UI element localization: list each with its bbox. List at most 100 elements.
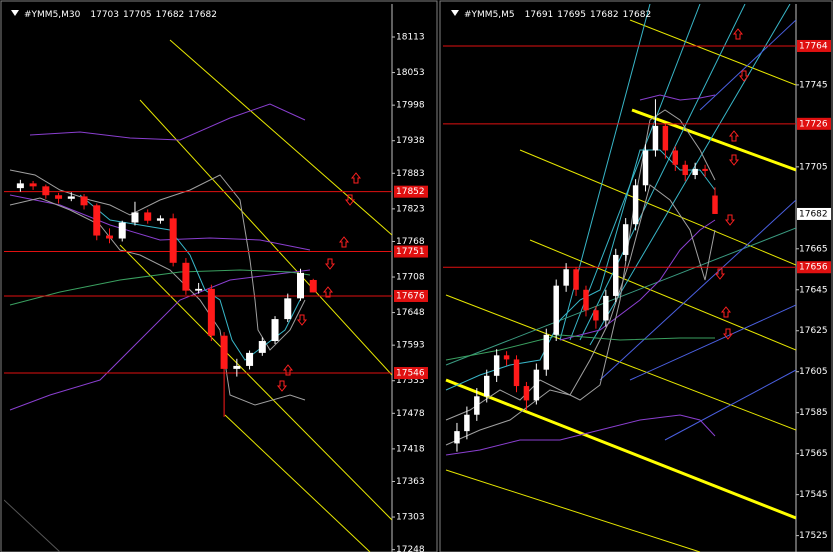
header-price: 17682 <box>590 10 619 20</box>
candle-body <box>682 164 688 176</box>
candle-body <box>553 285 559 335</box>
candle-body <box>632 185 639 225</box>
channel-line <box>224 414 371 552</box>
candle-body <box>593 310 599 321</box>
candle-body <box>454 431 460 444</box>
bollinger-band <box>9 197 306 406</box>
y-tick-label: 17418 <box>396 444 425 454</box>
level-label-box <box>797 39 831 52</box>
candle-body <box>105 235 114 239</box>
arrow-down <box>276 380 288 392</box>
candle-body <box>284 298 292 320</box>
price-label: 17682 <box>799 209 828 219</box>
y-tick-label: 17625 <box>799 326 828 336</box>
arrow-down <box>324 258 336 270</box>
header-price: 17691 <box>525 10 554 20</box>
header-price: 17682 <box>188 10 217 20</box>
envelope <box>639 94 716 101</box>
y-tick-label: 17645 <box>799 285 828 295</box>
arrow-up <box>322 286 334 298</box>
y-tick-label: 17745 <box>799 80 828 90</box>
arrow-down <box>738 70 750 82</box>
fan-line <box>569 4 701 341</box>
y-tick-label: 17533 <box>396 376 425 386</box>
arrow-up <box>282 364 294 376</box>
chart-title: #YMM5,M5 <box>464 10 515 20</box>
menu-triangle[interactable] <box>11 10 19 16</box>
signal-arrows <box>276 28 750 392</box>
plot-area <box>443 45 796 452</box>
panel-frame <box>439 0 833 552</box>
candle-body <box>67 196 75 199</box>
header-price: 17695 <box>557 10 586 20</box>
y-tick-label: 17248 <box>396 545 425 552</box>
candle-body <box>672 150 679 165</box>
candle-body <box>642 150 649 186</box>
candle-body <box>702 168 708 171</box>
candle-body <box>513 359 520 387</box>
candle-body <box>220 335 228 369</box>
candle-body <box>93 205 101 236</box>
indicators <box>445 4 796 552</box>
arrow-up <box>728 130 740 142</box>
candle-body <box>271 319 279 342</box>
candle-body <box>195 288 203 291</box>
envelope <box>9 269 311 411</box>
chart-panel: 18113 18053 17998 17938 17883 17823 17768 17708… <box>4 10 428 552</box>
arrow-down <box>724 214 736 226</box>
y-tick-label: 17478 <box>396 409 425 419</box>
envelope <box>29 103 306 141</box>
price-label-box <box>797 207 831 220</box>
y-tick-label: 17303 <box>396 513 425 523</box>
candle-body <box>583 289 589 311</box>
bollinger-band <box>9 169 306 351</box>
candle-body <box>29 183 37 187</box>
y-tick-label: 17363 <box>396 477 425 487</box>
channel-line <box>169 39 392 236</box>
envelope <box>9 194 311 251</box>
level-label-box <box>394 367 428 380</box>
level-label: 17546 <box>396 369 425 379</box>
level-label: 17852 <box>396 187 425 197</box>
y-tick-label: 17938 <box>396 136 425 146</box>
trend-line <box>664 369 796 441</box>
y-tick-label: 17565 <box>799 449 828 459</box>
arrow-up <box>350 172 362 184</box>
candle-body <box>55 195 63 199</box>
channel-line <box>445 378 796 520</box>
y-tick-label: 17708 <box>396 273 425 283</box>
level-label: 17726 <box>799 119 828 129</box>
moving-average <box>445 149 716 391</box>
candle-body <box>131 212 139 223</box>
candle-body <box>309 279 317 293</box>
envelope <box>445 414 716 456</box>
candle-body <box>258 341 266 353</box>
moving-average <box>445 334 715 361</box>
y-tick-label: 17545 <box>799 490 828 500</box>
fan-line <box>579 4 746 341</box>
menu-triangle[interactable] <box>451 10 459 16</box>
level-label-box <box>394 289 428 302</box>
level-label: 17656 <box>799 263 828 273</box>
trend-line <box>629 304 796 381</box>
candle-body <box>563 269 569 286</box>
y-tick-label: 18053 <box>396 68 425 78</box>
panel-frame <box>0 0 438 552</box>
bollinger-band <box>445 184 716 446</box>
candle-body <box>622 224 629 255</box>
arrow-down <box>714 268 726 280</box>
y-tick-label: 17605 <box>799 367 828 377</box>
candle-body <box>543 334 550 370</box>
chart-header: #YMM5,M30 17703 17705 17682 17682 <box>24 10 217 20</box>
y-tick-label: 17525 <box>799 531 828 541</box>
candle-body <box>182 262 190 291</box>
y-tick-label: 17665 <box>799 244 828 254</box>
candle-body <box>573 269 579 290</box>
channel-line <box>445 469 701 552</box>
arrow-down <box>728 154 740 166</box>
candle-body <box>613 254 619 296</box>
level-label-box <box>797 261 831 274</box>
envelope <box>559 219 716 341</box>
candle-body <box>42 186 50 196</box>
